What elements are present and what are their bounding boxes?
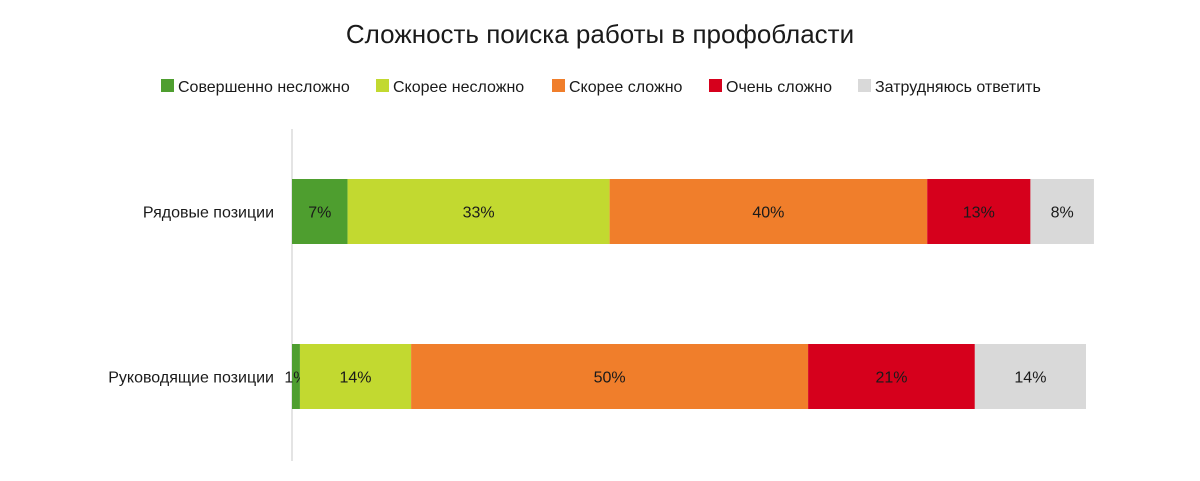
bar-segment-1-5	[1030, 179, 1094, 244]
data-label-1-1: 7%	[308, 205, 331, 222]
legend-swatch-4	[709, 79, 722, 92]
legend-swatch-1	[161, 79, 174, 92]
legend-label-3: Скорее сложно	[569, 79, 683, 96]
data-label-2-3: 50%	[594, 370, 626, 387]
bar-segment-1-4	[927, 179, 1031, 244]
category-label-1: Рядовые позиции	[143, 205, 274, 222]
bar-segment-1-3	[609, 179, 928, 244]
legend-swatch-3	[552, 79, 565, 92]
legend-label-5: Затрудняюсь ответить	[875, 79, 1041, 96]
bar-segment-2-1	[292, 344, 300, 409]
legend-label-2: Скорее несложно	[393, 79, 524, 96]
legend-swatch-5	[858, 79, 871, 92]
data-label-1-5: 8%	[1051, 205, 1074, 222]
data-label-1-4: 13%	[963, 205, 995, 222]
legend-label-4: Очень сложно	[726, 79, 832, 96]
bar-segment-2-2	[299, 344, 412, 409]
bar-segment-2-4	[808, 344, 975, 409]
plot-area: Рядовые позиции 7% 33% 40% 13% 8% Руководящие …	[108, 179, 1094, 409]
data-label-2-4: 21%	[875, 370, 907, 387]
category-label-2: Руководящие позиции	[108, 370, 274, 387]
data-label-1-2: 33%	[463, 205, 495, 222]
data-label-2-5: 14%	[1014, 370, 1046, 387]
legend: Совершенно несложно Скорее несложно Скорее…	[161, 79, 1041, 96]
data-label-2-2: 14%	[340, 370, 372, 387]
chart-title: Сложность поиска работы в профобласти	[346, 19, 854, 49]
legend-label-1: Совершенно несложно	[178, 79, 350, 96]
bar-segment-1-1	[292, 179, 348, 244]
bar-segment-1-2	[347, 179, 610, 244]
bar-segment-2-5	[974, 344, 1086, 409]
data-label-1-3: 40%	[752, 205, 784, 222]
bar-segment-2-3	[411, 344, 809, 409]
legend-swatch-2	[376, 79, 389, 92]
